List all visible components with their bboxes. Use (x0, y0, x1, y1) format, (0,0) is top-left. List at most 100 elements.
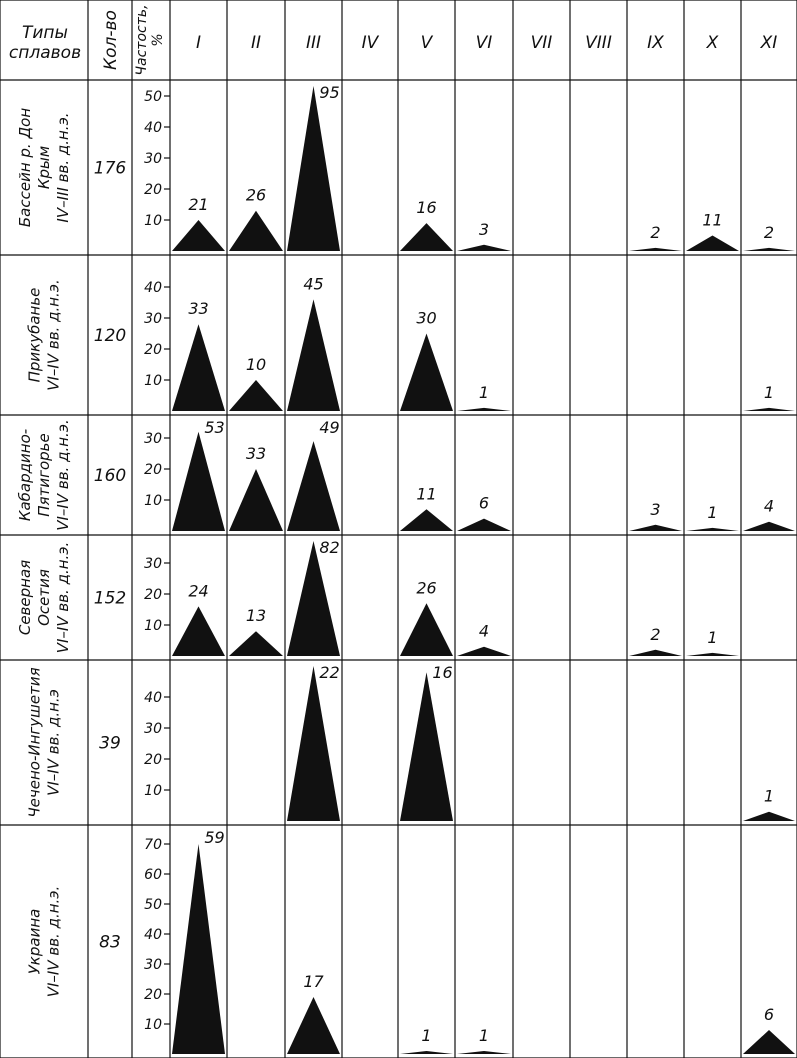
region-row: Прикубанье VI–IV вв. д.н.э. 12010203040331… (26, 274, 796, 411)
frequency-peak-vi (457, 519, 511, 531)
value-label: 95 (319, 83, 339, 102)
type-label-vi: VI (476, 33, 493, 53)
header-count-label: Кол-во (101, 10, 121, 70)
value-label: 13 (246, 606, 266, 625)
region-name-line: Прикубанье (26, 288, 44, 383)
frequency-peak-ix (629, 650, 682, 656)
y-tick-label: 10 (144, 493, 162, 509)
region-row: Северная Осетия VI–IV вв. д.н.э. 152 10 20 30 2… (16, 538, 739, 656)
value-label: 11 (702, 211, 722, 230)
header-freq-line-1: Частость, (134, 4, 150, 75)
value-label: 1 (421, 1026, 431, 1045)
y-tick-label: 30 (144, 431, 162, 447)
type-label-ii: II (251, 33, 261, 53)
y-tick-label: 70 (144, 837, 162, 853)
region-name-line: VI–IV вв. д.н.э. (54, 419, 72, 531)
value-label: 22 (319, 663, 339, 682)
value-label: 33 (246, 444, 266, 463)
frequency-peak-iii (287, 541, 340, 656)
value-label: 21 (188, 195, 208, 214)
y-tick-label: 10 (144, 1017, 162, 1033)
y-tick-label: 10 (144, 618, 162, 634)
value-label: 4 (764, 497, 774, 516)
y-tick-label: 20 (144, 182, 162, 198)
y-tick-label: 40 (144, 690, 162, 706)
frequency-peak-iii (287, 299, 340, 411)
frequency-peak-ii (229, 469, 283, 531)
y-tick-label: 30 (144, 721, 162, 737)
region-name-line: VI–IV вв. д.н.э (45, 689, 63, 796)
frequency-peak-vi (457, 408, 511, 411)
region-rows: Бассейн р. Дон Крым IV–III вв. д.н.э. 17610… (16, 83, 795, 1054)
region-name-line: Пятигорье (35, 433, 53, 516)
frequency-peak-v (400, 509, 453, 531)
region-name-line: VI–IV вв. д.н.э. (45, 886, 63, 998)
frequency-peak-ix (629, 248, 682, 251)
frequency-peak-iii (287, 441, 340, 531)
region-name-line: Северная (16, 560, 34, 635)
frequency-peak-v (400, 334, 453, 412)
region-row: Чечено-Ингушетия VI–IV вв. д.н.э 39 10 20 30 4… (26, 663, 796, 821)
value-label: 49 (319, 418, 339, 437)
y-tick-label: 10 (144, 213, 162, 229)
region-name-line: IV–III вв. д.н.э. (54, 112, 72, 222)
y-tick-label: 30 (144, 556, 162, 572)
value-label: 45 (303, 274, 323, 293)
frequency-peak-v (400, 223, 453, 251)
value-label: 17 (303, 972, 324, 991)
region-row: Украина VI–IV вв. д.н.э. 8310203040506070 5… (26, 828, 796, 1054)
y-tick-label: 20 (144, 342, 162, 358)
value-label: 26 (246, 186, 266, 205)
y-tick-label: 40 (144, 280, 162, 296)
region-name-line: Крым (35, 146, 53, 189)
type-label-i: I (196, 33, 201, 53)
region-row: Бассейн р. Дон Крым IV–III вв. д.н.э. 176 10… (16, 83, 795, 251)
sample-count: 160 (94, 466, 126, 486)
frequency-peak-i (172, 432, 225, 531)
frequency-peak-vi (457, 1051, 511, 1054)
frequency-peak-xi (743, 248, 795, 251)
frequency-peak-ii (229, 380, 283, 411)
frequency-peak-v (400, 603, 453, 656)
value-label: 16 (432, 663, 452, 682)
frequency-peak-x (686, 653, 739, 656)
value-label: 2 (764, 223, 774, 242)
frequency-peak-xi (743, 408, 795, 411)
frequency-peak-x (686, 528, 739, 531)
region-name-line: Кабардино- (16, 429, 34, 521)
region-name-line: VI–IV вв. д.н.э. (54, 542, 72, 654)
value-label: 10 (246, 355, 266, 374)
frequency-peak-v (400, 672, 453, 821)
value-label: 16 (416, 198, 436, 217)
value-label: 11 (416, 484, 436, 503)
region-name-line: Бассейн р. Дон (16, 108, 34, 227)
y-tick-label: 10 (144, 373, 162, 389)
type-label-x: X (706, 33, 719, 53)
frequency-peak-ii (229, 631, 283, 656)
frequency-peak-x (686, 236, 739, 252)
value-label: 33 (188, 299, 208, 318)
frequency-peak-vi (457, 245, 511, 251)
region-name-line: Чечено-Ингушетия (26, 667, 44, 817)
type-label-xi: XI (760, 33, 778, 53)
sample-count: 176 (94, 159, 127, 179)
value-label: 1 (479, 1026, 489, 1045)
type-header-labels: I II III IV V VI VII VIII IX X XI (196, 33, 777, 53)
type-label-v: V (421, 33, 434, 53)
value-label: 1 (764, 787, 774, 806)
y-tick-label: 50 (144, 897, 162, 913)
y-tick-label: 20 (144, 752, 162, 768)
frequency-peak-iii (287, 86, 340, 251)
type-label-vii: VII (531, 33, 553, 53)
value-label: 1 (707, 503, 717, 522)
region-name-line: Осетия (35, 569, 53, 626)
header-type-line-1: Типы (22, 23, 68, 43)
value-label: 1 (707, 628, 717, 647)
frequency-peak-xi (743, 812, 795, 821)
frequency-peak-iii (287, 997, 340, 1054)
region-row: Кабардино- Пятигорье VI–IV вв. д.н.э. 160 10… (16, 418, 795, 531)
value-label: 6 (479, 494, 489, 513)
value-label: 1 (764, 383, 774, 402)
frequency-peak-iii (287, 666, 340, 821)
